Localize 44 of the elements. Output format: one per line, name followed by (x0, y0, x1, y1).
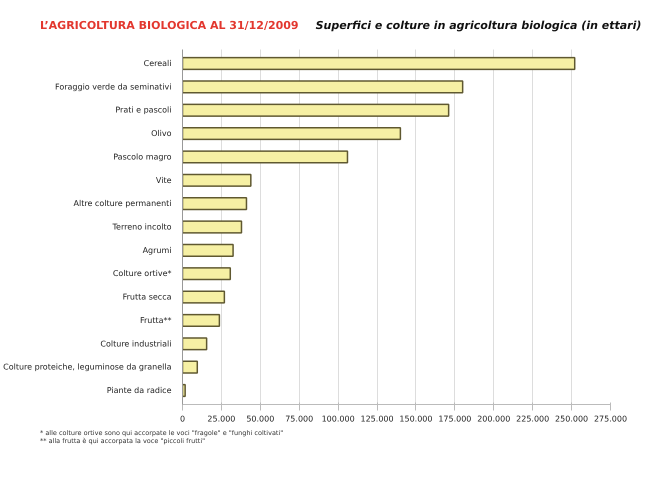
x-tick-label: 125.000 (360, 414, 394, 424)
y-tick-label: Altre colture permanenti (74, 198, 172, 208)
y-tick-label: Colture industriali (100, 338, 172, 348)
bar (182, 80, 464, 94)
y-tick-label: Terreno incolto (112, 222, 172, 232)
y-tick-label: Frutta** (140, 316, 172, 325)
x-tick-label: 75.000 (285, 414, 314, 424)
bar (182, 266, 232, 280)
y-tick-label: Colture proteiche, leguminose da granella (3, 362, 172, 372)
bar (182, 150, 348, 164)
x-tick-label: 25.000 (207, 414, 236, 424)
bar (182, 314, 220, 327)
chart-title: L’AGRICOLTURA BIOLOGICA AL 31/12/2009 (40, 18, 299, 34)
bar (182, 290, 226, 304)
y-tick-label: Prati e pascoli (115, 105, 172, 114)
bar (182, 220, 242, 234)
y-tick-label: Agrumi (142, 246, 172, 255)
bar (182, 173, 252, 187)
bar (182, 243, 234, 257)
y-tick-label: Vite (156, 175, 172, 184)
x-tick-label: 275.000 (594, 414, 628, 424)
bar (182, 196, 248, 210)
bar (182, 126, 402, 140)
y-tick-label: Cereali (144, 58, 172, 68)
bar (182, 384, 186, 397)
x-tick-label: 175.000 (438, 414, 472, 424)
y-tick-label: Frutta secca (122, 292, 172, 302)
chart-subtitle: Superfici e colture in agricoltura biologica (in ettari) (316, 18, 642, 34)
y-tick-label: Pascolo magro (113, 152, 172, 162)
y-tick-label: Foraggio verde da seminativi (55, 82, 172, 92)
x-tick-label: 100.000 (322, 414, 355, 424)
bar (182, 336, 208, 350)
x-tick-label: 0 (180, 414, 186, 424)
x-tick-label: 50.000 (246, 414, 274, 424)
x-tick-label: 150.000 (399, 414, 433, 424)
y-tick-label: Piante da radice (106, 386, 172, 395)
x-tick-label: 250.000 (555, 414, 588, 424)
bar (182, 360, 198, 374)
x-tick-label: 200.000 (477, 414, 510, 424)
y-tick-label: Colture ortive* (112, 268, 172, 278)
bar (182, 103, 450, 117)
y-tick-label: Olivo (151, 128, 172, 138)
bar (182, 56, 576, 70)
x-tick-label: 225.000 (516, 414, 550, 424)
